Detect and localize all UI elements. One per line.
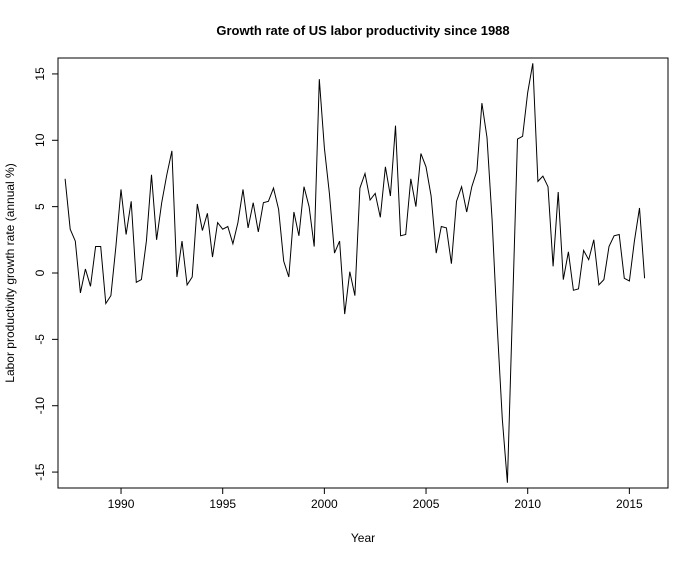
chart-title: Growth rate of US labor productivity sin… [216,23,509,38]
x-axis-label: Year [351,531,375,545]
x-tick-label: 2015 [616,497,643,511]
x-tick-label: 2010 [514,497,541,511]
x-tick-label: 1990 [108,497,135,511]
y-tick-label: 15 [33,67,47,81]
x-tick-label: 1995 [209,497,236,511]
x-tick-label: 2000 [311,497,338,511]
series-line [64,63,646,483]
plot-box [57,57,669,489]
y-axis-label: Labor productivity growth rate (annual %… [3,163,17,382]
y-tick-label: 5 [33,203,47,210]
y-tick-label: 0 [33,269,47,276]
y-tick-label: -5 [33,334,47,345]
x-tick-label: 2005 [413,497,440,511]
x-axis: 1990 1995 2000 2005 2010 2015 [108,487,643,511]
y-tick-label: -15 [33,463,47,481]
y-tick-label: -10 [33,397,47,415]
y-tick-label: 10 [33,133,47,147]
y-axis: -15 -10 -5 0 5 10 15 [33,67,59,481]
